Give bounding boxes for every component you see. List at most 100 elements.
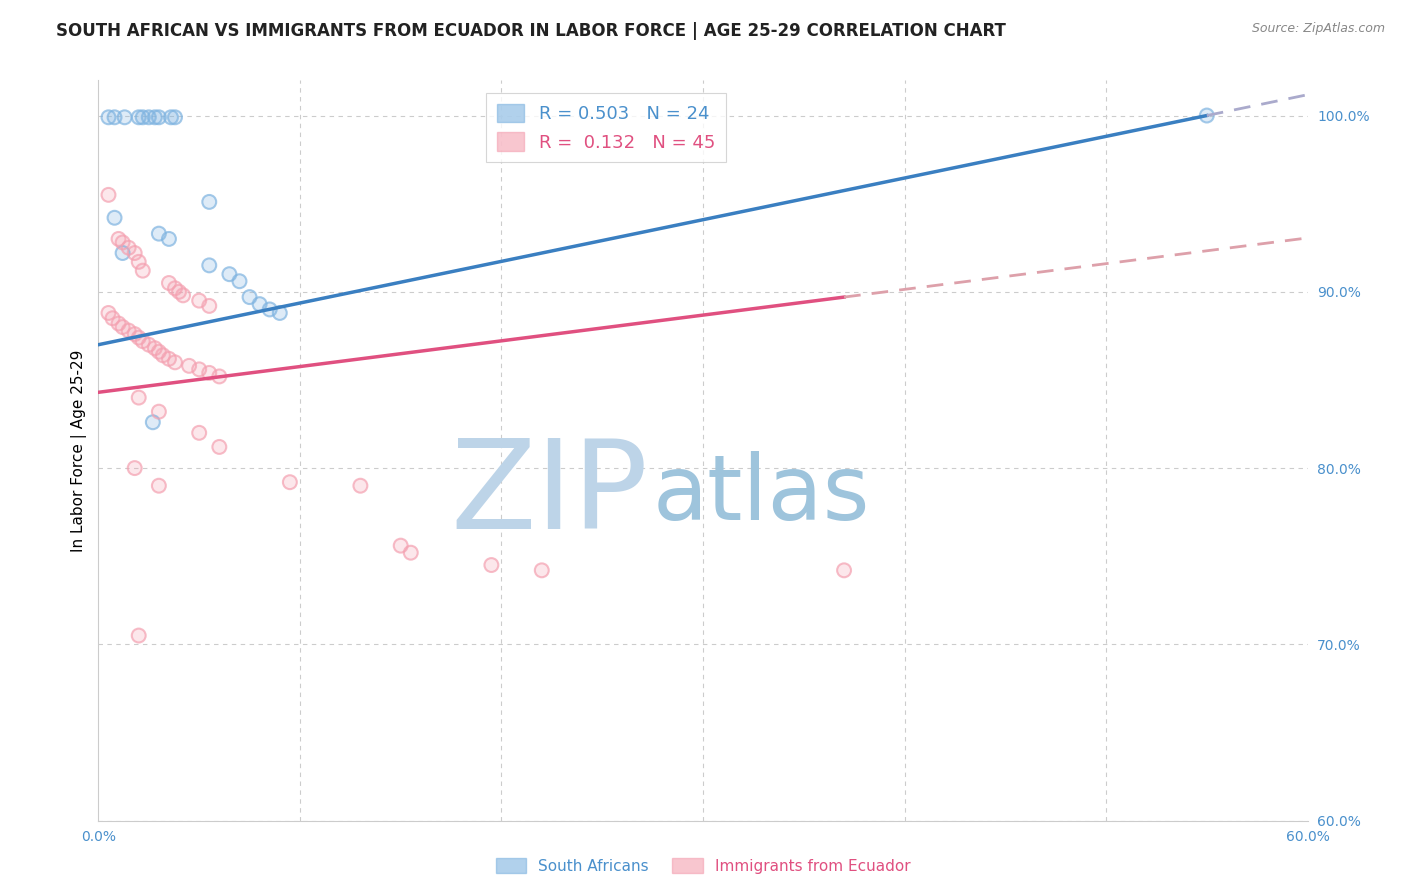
Point [124, 327, 146, 342]
Point [832, 563, 855, 577]
Point [103, 211, 125, 225]
Point [269, 306, 291, 320]
Point [148, 479, 170, 493]
Point [101, 311, 124, 326]
Legend: R = 0.503   N = 24, R =  0.132   N = 45: R = 0.503 N = 24, R = 0.132 N = 45 [486, 93, 725, 162]
Point [249, 297, 271, 311]
Point [114, 110, 136, 124]
Point [128, 255, 150, 269]
Point [118, 241, 141, 255]
Point [399, 546, 422, 560]
Point [198, 258, 221, 272]
Point [163, 281, 186, 295]
Point [278, 475, 301, 490]
Point [132, 110, 155, 124]
Point [142, 415, 165, 429]
Point [188, 425, 211, 440]
Point [148, 479, 170, 493]
Point [172, 288, 194, 302]
Point [97, 187, 120, 202]
Point [118, 241, 141, 255]
Point [349, 479, 371, 493]
Point [163, 355, 186, 369]
Point [118, 324, 141, 338]
Point [259, 302, 281, 317]
Point [198, 194, 221, 209]
Point [198, 299, 221, 313]
Point [198, 299, 221, 313]
Point [132, 334, 155, 348]
Point [218, 267, 240, 281]
Point [1195, 109, 1218, 123]
Point [124, 246, 146, 260]
Point [143, 341, 166, 355]
Point [198, 366, 221, 380]
Point [152, 348, 174, 362]
Point [389, 539, 412, 553]
Point [142, 415, 165, 429]
Point [269, 306, 291, 320]
Point [157, 276, 180, 290]
Point [148, 344, 170, 359]
Point [208, 440, 231, 454]
Legend: South Africans, Immigrants from Ecuador: South Africans, Immigrants from Ecuador [489, 852, 917, 880]
Point [188, 293, 211, 308]
Point [143, 110, 166, 124]
Point [124, 246, 146, 260]
Y-axis label: In Labor Force | Age 25-29: In Labor Force | Age 25-29 [72, 350, 87, 551]
Point [143, 341, 166, 355]
Point [278, 475, 301, 490]
Point [148, 110, 170, 124]
Point [188, 362, 211, 376]
Point [160, 110, 183, 124]
Point [1195, 109, 1218, 123]
Point [152, 348, 174, 362]
Point [114, 110, 136, 124]
Point [239, 290, 262, 304]
Point [97, 306, 120, 320]
Point [132, 263, 155, 277]
Point [167, 285, 190, 299]
Point [179, 359, 201, 373]
Point [208, 369, 231, 384]
Point [118, 324, 141, 338]
Point [128, 629, 150, 643]
Point [128, 391, 150, 405]
Point [167, 285, 190, 299]
Point [188, 425, 211, 440]
Point [198, 194, 221, 209]
Point [530, 563, 553, 577]
Point [160, 110, 183, 124]
Point [111, 246, 134, 260]
Point [107, 232, 129, 246]
Point [208, 369, 231, 384]
Point [128, 331, 150, 345]
Point [208, 440, 231, 454]
Point [163, 110, 186, 124]
Point [228, 274, 250, 288]
Point [148, 110, 170, 124]
Point [832, 563, 855, 577]
Point [157, 232, 180, 246]
Point [132, 110, 155, 124]
Point [138, 110, 160, 124]
Point [103, 110, 125, 124]
Point [481, 558, 503, 572]
Point [148, 227, 170, 241]
Point [111, 320, 134, 334]
Point [138, 337, 160, 351]
Point [124, 461, 146, 475]
Point [249, 297, 271, 311]
Point [228, 274, 250, 288]
Point [259, 302, 281, 317]
Point [148, 405, 170, 419]
Point [97, 306, 120, 320]
Point [349, 479, 371, 493]
Text: Source: ZipAtlas.com: Source: ZipAtlas.com [1251, 22, 1385, 36]
Point [124, 327, 146, 342]
Point [530, 563, 553, 577]
Point [111, 246, 134, 260]
Point [107, 232, 129, 246]
Point [157, 351, 180, 366]
Point [188, 293, 211, 308]
